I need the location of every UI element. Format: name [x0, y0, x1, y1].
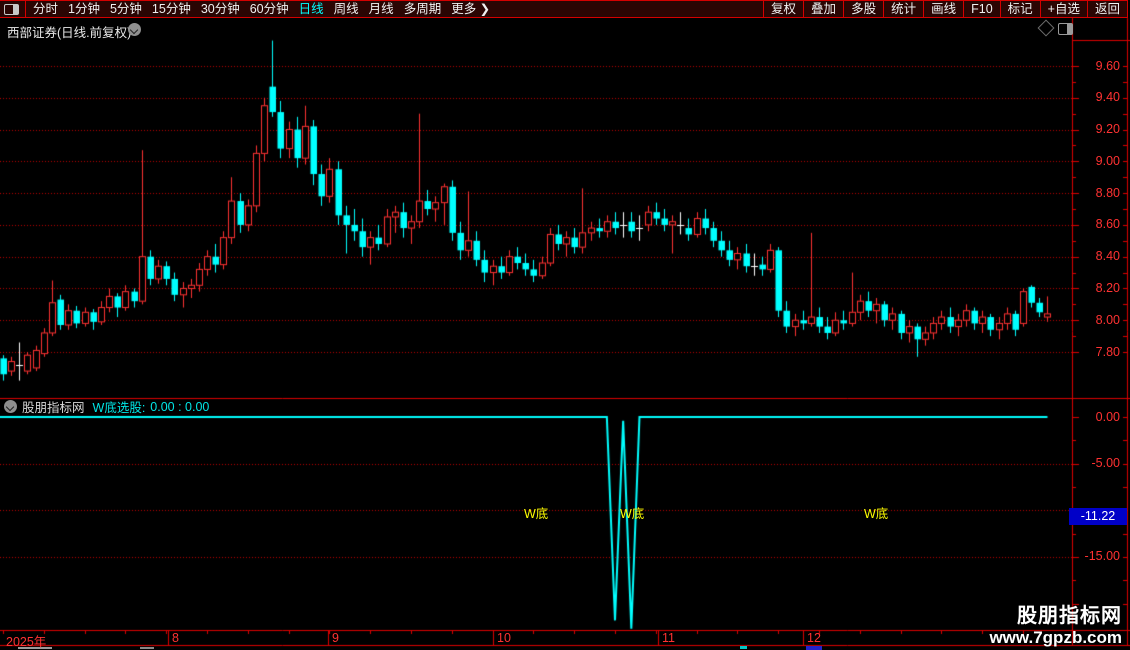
price-axis-label: 8.40 — [1095, 249, 1120, 264]
toolbar-divider — [25, 1, 26, 17]
w-bottom-signal-label: W底 — [524, 507, 549, 521]
indicator-value-box: -11.22 — [1069, 508, 1127, 525]
title-bar: 西部证券(日线.前复权) — [0, 18, 1130, 40]
watermark: 股朋指标网 www.7gpzb.com — [989, 599, 1122, 648]
date-axis-label: 9 — [332, 631, 339, 645]
indicator-values: 0.00 : 0.00 — [150, 399, 210, 414]
tool-button-标记[interactable]: 标记 — [999, 1, 1040, 17]
date-axis-label: 10 — [497, 631, 511, 645]
cutoff-panel-fragment — [140, 647, 154, 649]
date-axis-label: 2025年 — [6, 635, 47, 649]
indicator-name[interactable]: W底选股: — [92, 401, 146, 415]
indicator-header: 股朋指标网 W底选股: 0.00 : 0.00 — [4, 399, 210, 415]
date-axis-label: 11 — [662, 631, 675, 645]
price-axis-label: 8.80 — [1095, 185, 1120, 200]
menu-item-分时[interactable]: 分时 — [33, 2, 59, 16]
watermark-url: www.7gpzb.com — [989, 628, 1122, 647]
menu-item-60分钟[interactable]: 60分钟 — [249, 2, 289, 16]
cutoff-panel-fragment — [18, 647, 52, 649]
tool-button-多股[interactable]: 多股 — [843, 1, 883, 17]
menu-item-多周期[interactable]: 多周期 — [403, 2, 442, 16]
menu-item-30分钟[interactable]: 30分钟 — [200, 2, 240, 16]
tool-button-叠加[interactable]: 叠加 — [803, 1, 843, 17]
panel-split-icon[interactable] — [1058, 23, 1073, 35]
price-axis-label: 9.20 — [1095, 122, 1120, 137]
price-axis-label: 8.00 — [1095, 312, 1120, 327]
chart-title: 西部证券(日线.前复权) — [7, 26, 132, 40]
indicator-source: 股朋指标网 — [22, 401, 85, 415]
price-axis-label: 8.20 — [1095, 280, 1120, 295]
price-axis-label: 9.60 — [1095, 58, 1120, 73]
menu-item-周线[interactable]: 周线 — [333, 2, 359, 16]
tool-button-画线[interactable]: 画线 — [923, 1, 963, 17]
indicator-axis-label: -5.00 — [1091, 456, 1121, 471]
date-axis-label: 8 — [172, 631, 179, 645]
w-bottom-signal-label: W底 — [864, 507, 889, 521]
price-axis-label: 9.40 — [1095, 90, 1120, 105]
indicator-axis-label: -15.00 — [1084, 549, 1120, 564]
menu-item-月线[interactable]: 月线 — [368, 2, 394, 16]
cutoff-panel-fragment — [806, 646, 822, 650]
tool-button-+自选[interactable]: +自选 — [1039, 1, 1087, 17]
price-axis-label: 7.80 — [1095, 344, 1120, 359]
panel-split-icon[interactable] — [4, 3, 19, 15]
menu-item-更多 ❯[interactable]: 更多 ❯ — [451, 2, 491, 16]
menu-item-5分钟[interactable]: 5分钟 — [109, 2, 142, 16]
price-axis-label: 9.00 — [1095, 153, 1120, 168]
tool-button-复权[interactable]: 复权 — [763, 1, 803, 17]
tools-menu: 复权 叠加 多股 统计 画线 F10 标记 +自选 返回 — [763, 1, 1128, 17]
tool-button-F10[interactable]: F10 — [963, 1, 1000, 17]
tool-button-统计[interactable]: 统计 — [883, 1, 923, 17]
indicator-axis-label: 0.00 — [1095, 409, 1120, 424]
price-axis-label: 8.60 — [1095, 217, 1120, 232]
tool-button-返回[interactable]: 返回 — [1086, 1, 1127, 17]
menu-item-15分钟[interactable]: 15分钟 — [151, 2, 191, 16]
diamond-icon[interactable] — [1037, 19, 1055, 37]
cutoff-panel-fragment — [740, 646, 747, 649]
menu-item-1分钟[interactable]: 1分钟 — [68, 2, 100, 16]
menu-item-日线[interactable]: 日线 — [298, 2, 324, 16]
watermark-site-name: 股朋指标网 — [1017, 605, 1122, 627]
period-menu: 分时 1分钟 5分钟 15分钟 30分钟 60分钟 日线 周线 月线 多周期 更多 ❯ — [28, 1, 495, 17]
w-bottom-signal-label: W底 — [620, 507, 645, 521]
chevron-down-circle-icon[interactable] — [4, 400, 17, 413]
chevron-down-circle-icon[interactable] — [128, 23, 141, 36]
date-axis-label: 12 — [807, 631, 821, 645]
top-toolbar: 分时 1分钟 5分钟 15分钟 30分钟 60分钟 日线 周线 月线 多周期 更多 ❯ 复权 叠加 多股… — [0, 0, 1128, 18]
